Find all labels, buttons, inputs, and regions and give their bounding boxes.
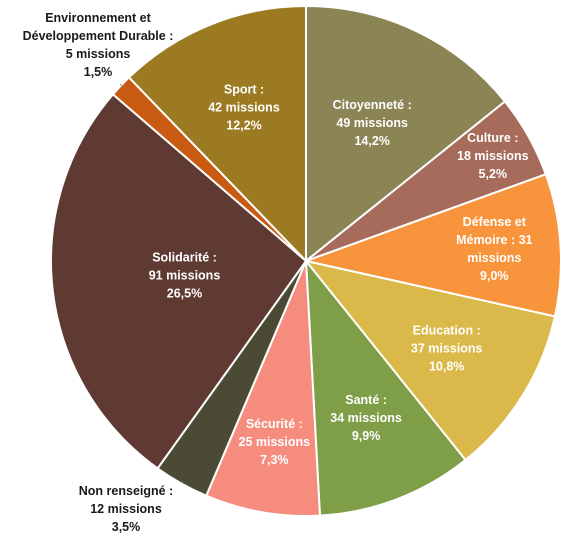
- pie-slices: [50, 4, 561, 518]
- slice-label-line: 18 missions: [457, 149, 529, 163]
- slice-label: Défense et Mémoire : 31 missions 9,0%: [456, 215, 532, 283]
- slice-label-line: 25 missions: [239, 435, 311, 449]
- pie-slice: [305, 4, 507, 264]
- slice-label-line: 37 missions: [411, 342, 483, 356]
- slice-label-line: Education :: [413, 324, 481, 338]
- slice-label-line: 9,9%: [352, 429, 381, 443]
- slice-label-line: 3,5%: [112, 520, 141, 534]
- slice-label: Culture : 18 missions 5,2%: [457, 131, 529, 181]
- slice-label-line: Solidarité :: [152, 251, 217, 265]
- slice-label: Environnement et Développement Durable : 5…: [23, 11, 174, 79]
- slice-label-line: Culture :: [467, 131, 518, 145]
- slice-label-line: 10,8%: [429, 360, 464, 374]
- slice-label-line: 34 missions: [330, 411, 402, 425]
- slice-label-line: Citoyenneté :: [333, 98, 412, 112]
- slice-label-line: missions: [467, 251, 521, 265]
- slice-label: Education : 37 missions 10,8%: [411, 324, 483, 374]
- slice-label-line: 5,2%: [479, 167, 508, 181]
- slice-label-line: Sport :: [224, 82, 264, 96]
- slice-label: Solidarité : 91 missions 26,5%: [149, 251, 221, 301]
- slice-label: Citoyenneté : 49 missions 14,2%: [333, 98, 412, 148]
- slice-label-line: Santé :: [345, 393, 387, 407]
- slice-label: Santé : 34 missions 9,9%: [330, 393, 402, 443]
- pie-slice: [127, 4, 307, 264]
- leader-line: [119, 83, 124, 88]
- slice-label-line: Développement Durable :: [23, 29, 174, 43]
- pie-slice: [204, 260, 322, 518]
- slice-label-line: 1,5%: [84, 65, 113, 79]
- pie-labels: Citoyenneté : 49 missions 14,2% Culture : 18…: [23, 11, 533, 534]
- pie-slice: [303, 259, 557, 462]
- pie-slice: [304, 257, 467, 517]
- slice-label-line: Défense et: [463, 215, 527, 229]
- slice-label-line: Mémoire : 31: [456, 233, 532, 247]
- slice-label-line: 5 missions: [66, 47, 131, 61]
- slice-label-line: 12 missions: [90, 502, 162, 516]
- slice-label-line: 26,5%: [167, 287, 202, 301]
- slice-label-line: 91 missions: [149, 269, 221, 283]
- slice-label: Sport : 42 missions 12,2%: [208, 82, 280, 132]
- slice-label-line: 7,3%: [260, 453, 289, 467]
- slice-label: Sécurité : 25 missions 7,3%: [239, 417, 311, 467]
- pie-slice: [50, 92, 308, 470]
- slice-label-line: 42 missions: [208, 100, 280, 114]
- slice-label-line: Environnement et: [45, 11, 151, 25]
- slice-label-line: Sécurité :: [246, 417, 303, 431]
- pie-slice: [302, 172, 561, 318]
- slice-label-line: 9,0%: [480, 269, 509, 283]
- slice-label-line: Non renseigné :: [79, 484, 173, 498]
- slice-label: Non renseigné : 12 missions 3,5%: [79, 484, 173, 534]
- slice-label-line: 12,2%: [226, 118, 261, 132]
- slice-label-line: 14,2%: [354, 134, 389, 148]
- slice-label-line: 49 missions: [336, 116, 408, 130]
